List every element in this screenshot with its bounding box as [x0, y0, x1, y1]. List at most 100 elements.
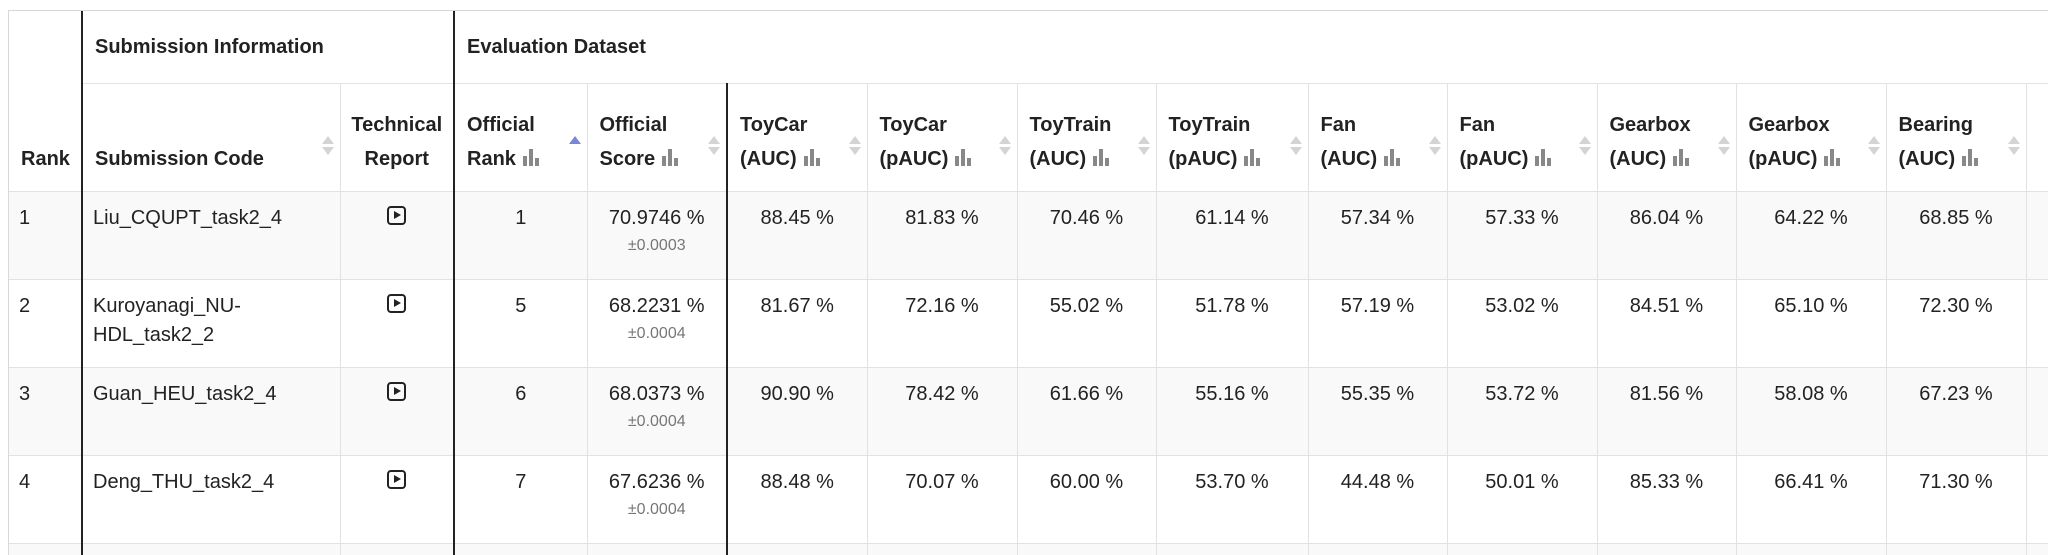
gearbox-pauc-header[interactable]: Gearbox(pAUC) [1736, 84, 1886, 192]
sort-arrows-icon[interactable] [999, 133, 1009, 158]
metric-cell: 50.34 % [1447, 544, 1597, 555]
submission-code-cell: Guan_HEU_task2_4 [82, 368, 340, 456]
header-filler [2026, 84, 2048, 192]
rank-cell: 5 [9, 544, 82, 555]
play-box-icon[interactable] [387, 470, 406, 489]
header-label-line2: (pAUC) [1169, 148, 1238, 170]
play-box-icon[interactable] [387, 294, 406, 313]
sort-arrows-icon[interactable] [708, 133, 718, 158]
results-table: Rank Submission Information Evaluation D… [9, 11, 2048, 555]
header-label-line1: Bearing [1899, 114, 1973, 136]
sort-arrows-icon[interactable] [1718, 133, 1728, 158]
fan-auc-header[interactable]: Fan(AUC) [1308, 84, 1447, 192]
sort-arrows-icon[interactable] [849, 133, 859, 158]
metric-cell: 44.48 % [1308, 456, 1447, 544]
bar-chart-icon [1672, 149, 1690, 166]
metric-cell: 84.51 % [1597, 280, 1736, 368]
sort-arrows-icon[interactable] [1290, 133, 1300, 158]
header-label-line1: ToyCar [880, 114, 947, 136]
metric-cell: 53.72 % [1447, 368, 1597, 456]
technical-report-cell[interactable] [340, 544, 454, 555]
metric-cell: 90.90 % [727, 368, 867, 456]
bar-chart-icon [1823, 149, 1841, 166]
sort-arrows-icon[interactable] [1868, 133, 1878, 158]
metric-cell: 53.70 % [1156, 456, 1308, 544]
filler-cell [2026, 280, 2048, 368]
header-label-line2: (AUC) [740, 148, 797, 170]
submission-code-cell: Deng_THU_task2_4 [82, 456, 340, 544]
header-label-line2: (AUC) [1899, 148, 1956, 170]
technical-report-cell[interactable] [340, 456, 454, 544]
sort-arrows-icon[interactable] [1138, 133, 1148, 158]
metric-cell: 86.76 % [1597, 544, 1736, 555]
confidence-interval: ±0.0004 [588, 323, 727, 345]
metric-cell: 50.01 % [1447, 456, 1597, 544]
rank-header[interactable]: Rank [9, 11, 82, 192]
rank-cell: 1 [9, 192, 82, 280]
official-rank-cell: 8 [454, 544, 587, 555]
bearing-auc-header[interactable]: Bearing (AUC) [1886, 84, 2026, 192]
metric-cell: 67.23 % [1886, 368, 2026, 456]
toycar-auc-header[interactable]: ToyCar (AUC) [727, 84, 867, 192]
play-box-icon[interactable] [387, 206, 406, 225]
sort-arrows-icon[interactable] [1579, 133, 1589, 158]
technical-report-cell[interactable] [340, 280, 454, 368]
official-score-cell: 67.6236 %±0.0004 [587, 456, 727, 544]
filler-cell [2026, 192, 2048, 280]
submission-code-cell: Venkatesh_MERL_task2_3 [82, 544, 340, 555]
metric-cell: 55.16 % [1156, 368, 1308, 456]
bar-chart-icon [1092, 149, 1110, 166]
sort-arrows-icon[interactable] [1429, 133, 1439, 158]
evaluation-dataset-group: Evaluation Dataset [454, 11, 2048, 84]
metric-cell: 58.08 % [1736, 368, 1886, 456]
toytrain-auc-header[interactable]: ToyTrain(AUC) [1017, 84, 1156, 192]
metric-cell: 88.45 % [727, 192, 867, 280]
results-table-container: Rank Submission Information Evaluation D… [8, 10, 2048, 555]
technical-report-cell[interactable] [340, 368, 454, 456]
filler-cell [2026, 544, 2048, 555]
bar-chart-icon [803, 149, 821, 166]
metric-cell: 53.02 % [1447, 280, 1597, 368]
bar-chart-icon [1534, 149, 1552, 166]
fan-pauc-header[interactable]: Fan(pAUC) [1447, 84, 1597, 192]
official-rank-cell: 5 [454, 280, 587, 368]
sort-arrows-icon[interactable] [569, 133, 579, 158]
bar-chart-icon [522, 149, 540, 166]
header-label-line1: Technical [351, 114, 442, 136]
official-rank-cell: 7 [454, 456, 587, 544]
metric-cell: 65.10 % [1736, 280, 1886, 368]
metric-cell: 78.67 % [867, 544, 1017, 555]
header-label-line2: Report [365, 148, 429, 170]
metric-cell: 70.46 % [1017, 192, 1156, 280]
technical-report-cell[interactable] [340, 192, 454, 280]
header-label-line2: (pAUC) [1460, 148, 1529, 170]
header-label-line1: Official [467, 114, 535, 136]
sort-arrows-icon[interactable] [322, 133, 332, 158]
metric-cell: 72.54 % [1886, 544, 2026, 555]
metric-cell: 72.16 % [867, 280, 1017, 368]
rank-cell: 4 [9, 456, 82, 544]
play-box-icon[interactable] [387, 382, 406, 401]
header-label-line1: ToyCar [740, 114, 807, 136]
metric-cell: 54.73 % [1156, 544, 1308, 555]
rank-cell: 3 [9, 368, 82, 456]
submission-code-header[interactable]: Submission Code [82, 84, 340, 192]
gearbox-auc-header[interactable]: Gearbox(AUC) [1597, 84, 1736, 192]
header-label-line1: ToyTrain [1169, 114, 1251, 136]
header-label-line2: (pAUC) [880, 148, 949, 170]
sort-arrows-icon[interactable] [2008, 133, 2018, 158]
metric-cell: 81.83 % [867, 192, 1017, 280]
metric-cell: 61.66 % [1017, 368, 1156, 456]
metric-cell: 78.42 % [867, 368, 1017, 456]
toycar-pauc-header[interactable]: ToyCar (pAUC) [867, 84, 1017, 192]
toytrain-pauc-header[interactable]: ToyTrain (pAUC) [1156, 84, 1308, 192]
filler-cell [2026, 456, 2048, 544]
metric-cell: 57.19 % [1308, 280, 1447, 368]
official-score-cell: 67.5653 %±0.0004 [587, 544, 727, 555]
submission-information-group: Submission Information [82, 11, 454, 84]
metric-cell: 48.17 % [1308, 544, 1447, 555]
official-rank-cell: 6 [454, 368, 587, 456]
